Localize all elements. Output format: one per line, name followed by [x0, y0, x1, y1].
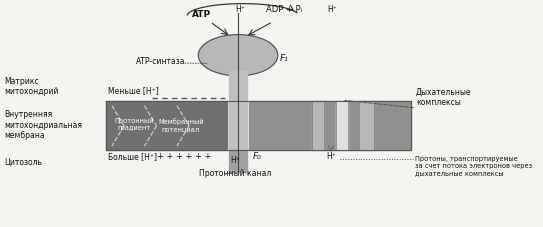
- Text: Внутренняя
митохондриальная
мембрана: Внутренняя митохондриальная мембрана: [4, 110, 82, 140]
- Bar: [359, 101, 374, 151]
- Text: H⁺: H⁺: [231, 156, 241, 165]
- Text: Мембранный
потенциал: Мембранный потенциал: [158, 118, 204, 132]
- Text: Меньше [H⁺]: Меньше [H⁺]: [108, 86, 159, 95]
- Text: ATP: ATP: [192, 10, 211, 19]
- Text: H⁺: H⁺: [236, 5, 245, 14]
- Text: Больше [H⁺]: Больше [H⁺]: [108, 153, 157, 161]
- Text: + + + + + +: + + + + + +: [156, 153, 211, 161]
- Bar: [229, 71, 247, 101]
- Text: Протоны, транспортируемые
за счет потока электронов через
дыхательные комплексы: Протоны, транспортируемые за счет потока…: [415, 156, 532, 176]
- Text: АТР-синтаза: АТР-синтаза: [136, 57, 186, 66]
- Text: F₀: F₀: [253, 153, 262, 161]
- Text: Цитозоль: Цитозоль: [4, 157, 42, 166]
- Text: Матрикс
митохондрий: Матрикс митохондрий: [4, 76, 58, 96]
- Bar: [249, 101, 411, 151]
- Text: H⁺: H⁺: [326, 153, 336, 161]
- Bar: [336, 101, 348, 151]
- Text: F₁: F₁: [280, 54, 289, 63]
- Text: Протонный канал: Протонный канал: [199, 169, 272, 178]
- Bar: [229, 151, 247, 172]
- Text: H⁺: H⁺: [327, 5, 338, 14]
- Ellipse shape: [198, 35, 278, 76]
- Bar: [312, 101, 324, 151]
- Bar: [229, 101, 247, 151]
- Text: Протонный
градиент: Протонный градиент: [114, 118, 154, 131]
- Bar: [106, 101, 228, 151]
- Text: ADP + Pᵢ: ADP + Pᵢ: [266, 5, 302, 14]
- Text: Дыхательные
комплексы: Дыхательные комплексы: [416, 88, 471, 107]
